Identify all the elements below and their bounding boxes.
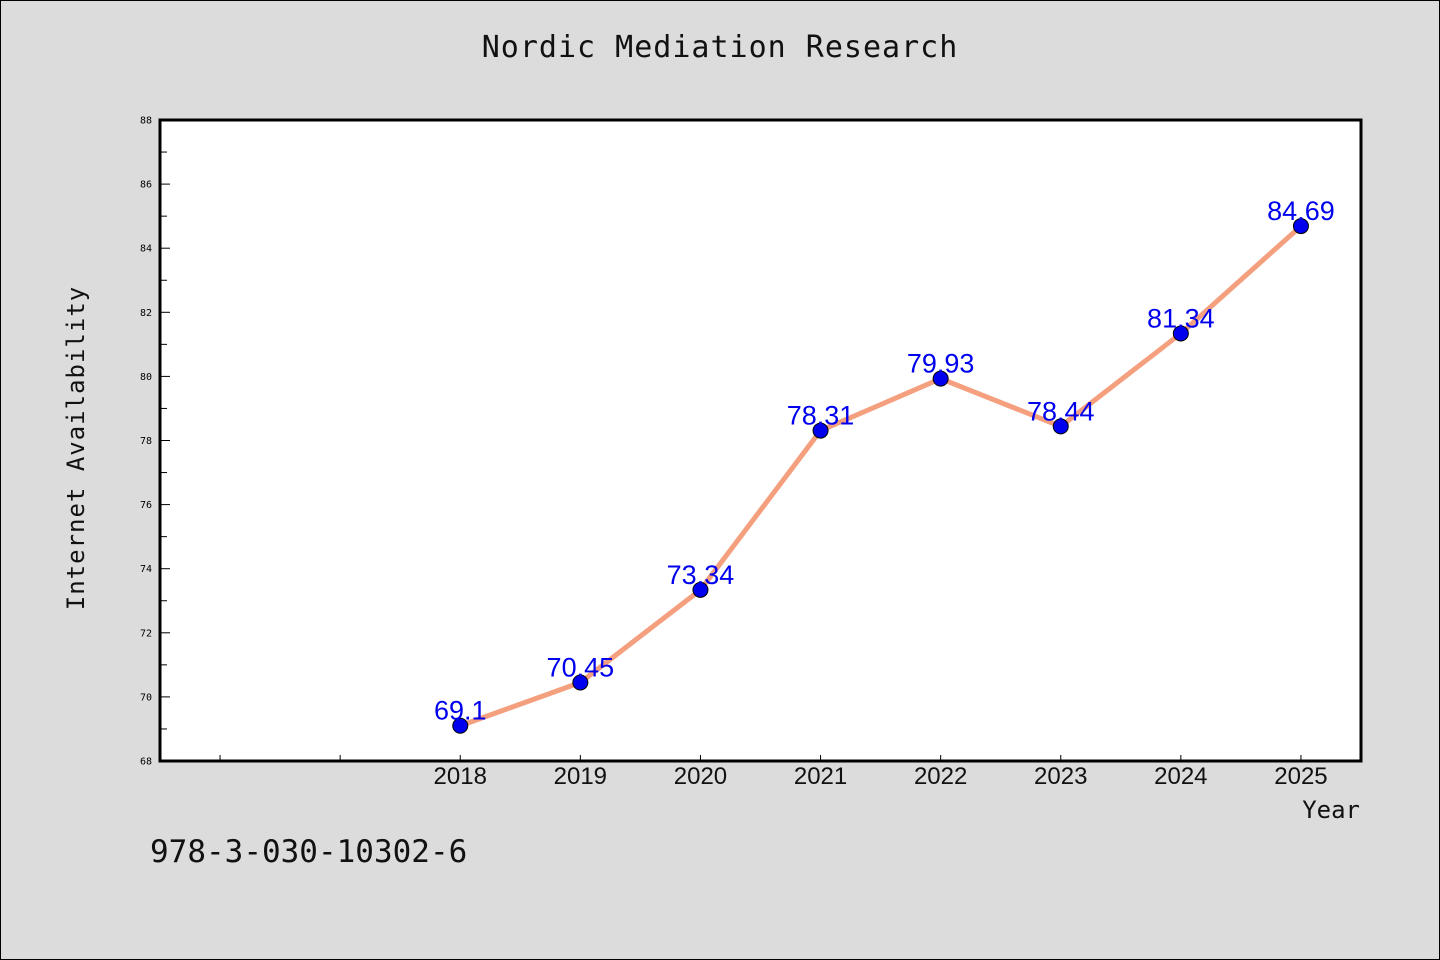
- y-tick-label: 88: [140, 116, 152, 127]
- axes-group: 68 70 72 74 76 78 80 82 84 86 88 2018 2019 2020 2021 20…: [140, 116, 1328, 791]
- y-tick-label: 78: [140, 436, 152, 447]
- isbn-text: 978-3-030-10302-6: [150, 834, 468, 870]
- series-line: [457, 223, 1304, 729]
- y-tick-label: 82: [140, 308, 152, 319]
- x-tick-label: 2021: [794, 763, 847, 790]
- data-point: [932, 370, 949, 387]
- data-point: [452, 717, 469, 734]
- data-label: 73.34: [667, 560, 735, 590]
- x-tick-label: 2018: [434, 763, 487, 790]
- plot-area: [158, 118, 1363, 763]
- y-tick-label: 86: [140, 180, 152, 191]
- y-tick-label: 74: [140, 564, 152, 575]
- y-tick-label: 68: [140, 757, 152, 768]
- series-group: 69.1 70.45 73.34 78.31 79.93 78.44 81.34 84.69: [434, 196, 1335, 734]
- x-tick-label: 2022: [914, 763, 967, 790]
- y-tick-label: 72: [140, 628, 152, 639]
- data-label: 78.31: [787, 401, 855, 431]
- data-label: 69.1: [434, 696, 487, 726]
- data-point: [692, 581, 709, 598]
- data-label: 70.45: [547, 652, 615, 682]
- x-axis-label: Year: [1302, 796, 1360, 824]
- data-label: 79.93: [907, 349, 975, 379]
- data-label: 78.44: [1027, 396, 1095, 426]
- data-point: [1052, 418, 1069, 435]
- data-point: [1292, 218, 1309, 235]
- y-tick-label: 84: [140, 244, 152, 255]
- data-point: [1172, 325, 1189, 342]
- x-tick-label: 2025: [1274, 763, 1327, 790]
- y-tick-label: 80: [140, 372, 152, 383]
- x-tick-label: 2024: [1154, 763, 1207, 790]
- x-tick-label: 2020: [674, 763, 727, 790]
- y-tick-label: 76: [140, 500, 152, 511]
- data-point: [812, 422, 829, 439]
- data-label: 84.69: [1267, 196, 1335, 226]
- data-point: [572, 674, 589, 691]
- data-label: 81.34: [1147, 303, 1215, 333]
- y-tick-label: 70: [140, 692, 152, 703]
- x-tick-label: 2023: [1034, 763, 1087, 790]
- x-tick-label: 2019: [554, 763, 607, 790]
- chart-title: Nordic Mediation Research: [481, 30, 959, 65]
